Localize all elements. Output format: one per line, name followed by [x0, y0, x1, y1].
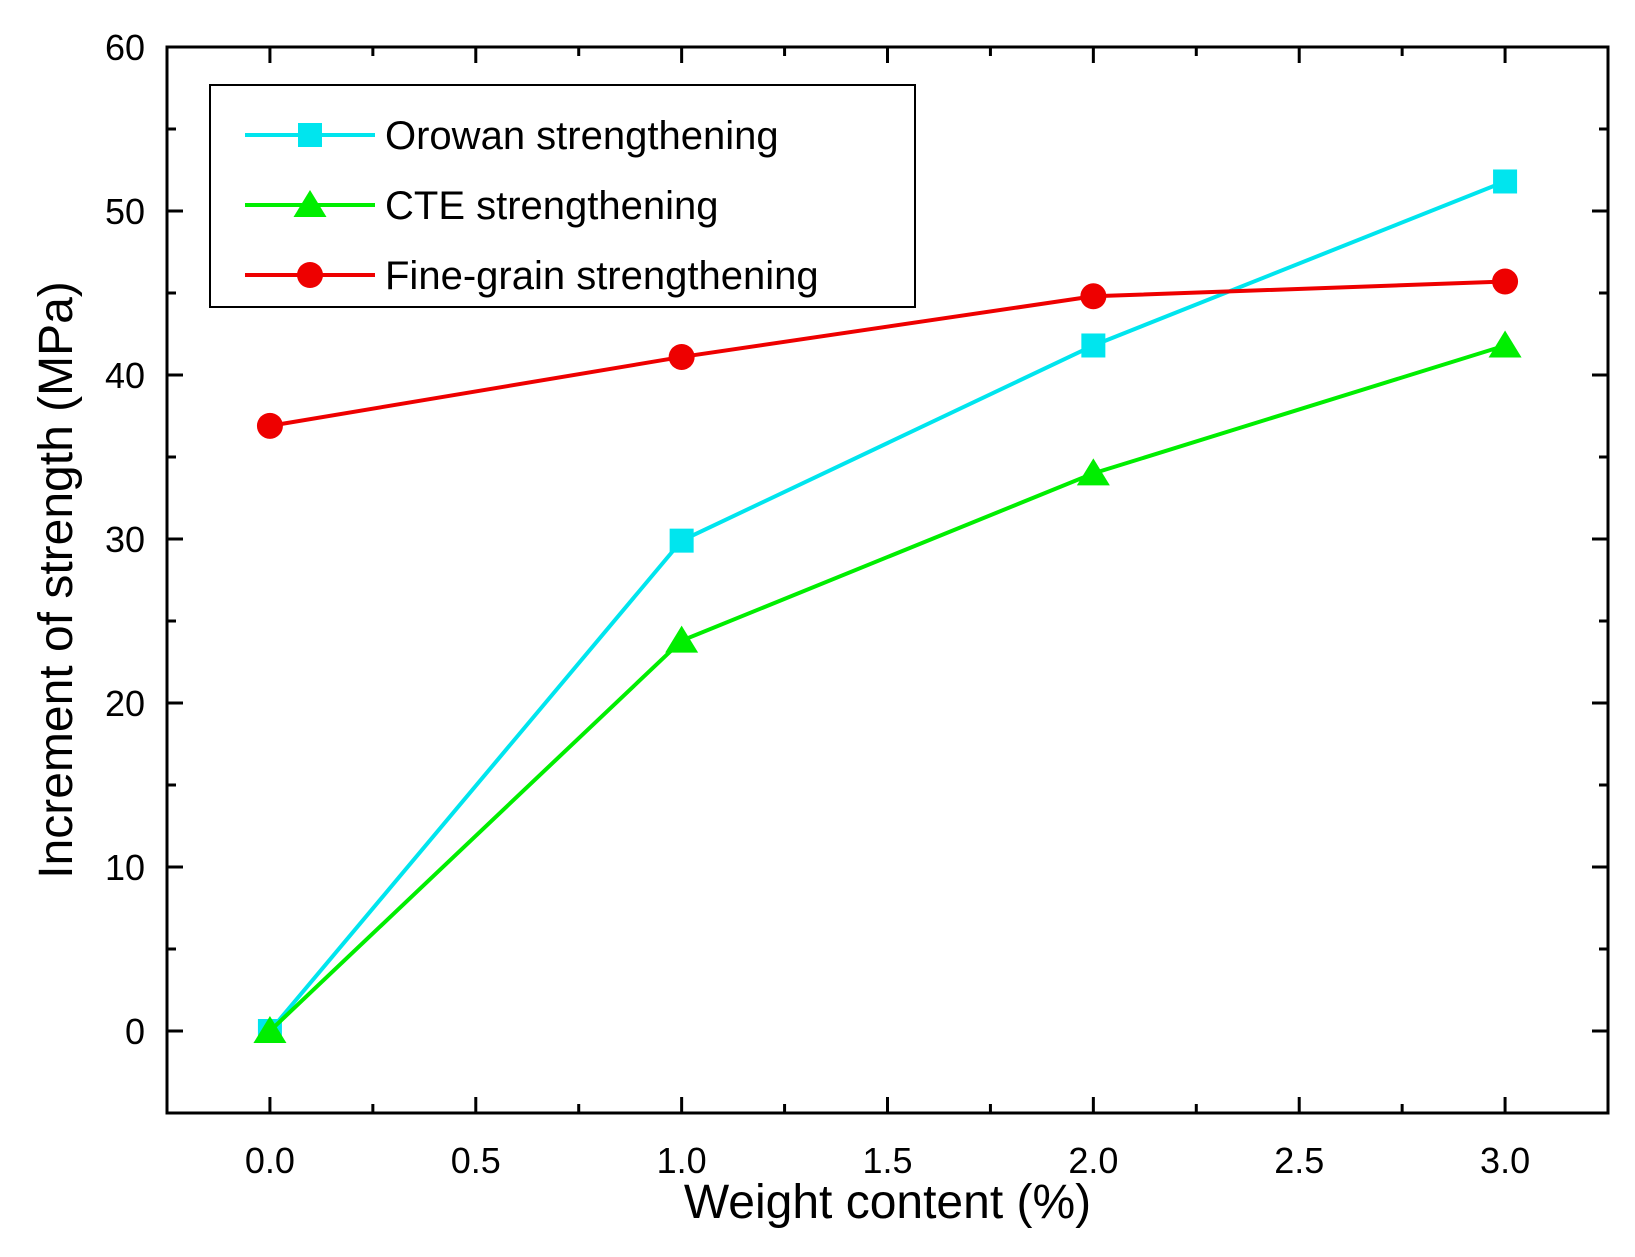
x-tick-label: 0.5 [451, 1140, 501, 1181]
data-point [669, 528, 694, 553]
data-point [1493, 169, 1518, 194]
legend-label: Fine-grain strengthening [385, 254, 819, 298]
x-tick-label: 2.0 [1068, 1140, 1118, 1181]
y-tick-label: 0 [125, 1011, 145, 1052]
y-tick-label: 20 [105, 683, 145, 724]
y-tick-label: 60 [105, 27, 145, 68]
x-tick-label: 2.5 [1274, 1140, 1324, 1181]
legend-marker [293, 190, 327, 217]
data-point [1076, 458, 1110, 486]
data-point [1492, 268, 1519, 295]
y-tick-label: 40 [105, 355, 145, 396]
series-line [269, 279, 1506, 428]
legend-label: Orowan strengthening [385, 114, 779, 158]
legend-marker [298, 123, 322, 147]
data-point [253, 1016, 287, 1043]
legend-label: CTE strengthening [385, 184, 719, 228]
legend: Orowan strengthening CTE strengthening Fin… [209, 84, 916, 308]
data-point [1488, 330, 1522, 358]
tick-labels: 0.0 0.5 1.0 1.5 2.0 2.5 3.0 0 10 20 30 40 50 60 [105, 27, 1530, 1181]
x-tick-label: 1.0 [657, 1140, 707, 1181]
y-tick-label: 10 [105, 847, 145, 888]
y-tick-label: 30 [105, 519, 145, 560]
legend-item: Orowan strengthening [245, 114, 779, 158]
series-fine-grain-strengthening [256, 268, 1519, 439]
x-axis-title: Weight content (%) [684, 1176, 1091, 1229]
legend-box [209, 84, 916, 308]
legend-item: Fine-grain strengthening [245, 254, 819, 298]
y-axis-title: Increment of strength (MPa) [30, 281, 83, 879]
data-point [1080, 283, 1107, 310]
plot-frame [165, 45, 1610, 1115]
x-tick-label: 3.0 [1480, 1140, 1530, 1181]
series-layer [253, 169, 1522, 1043]
series-line [268, 179, 1506, 1033]
x-tick-label: 0.0 [245, 1140, 295, 1181]
data-point [668, 343, 695, 370]
series-cte-strengthening [253, 330, 1522, 1043]
legend-item: CTE strengthening [245, 184, 719, 228]
data-point [1081, 333, 1106, 358]
x-tick-label: 1.5 [862, 1140, 912, 1181]
y-tick-label: 50 [105, 191, 145, 232]
data-point [256, 412, 283, 439]
legend-marker [297, 262, 323, 288]
data-point [665, 625, 699, 653]
series-line [268, 343, 1506, 1033]
